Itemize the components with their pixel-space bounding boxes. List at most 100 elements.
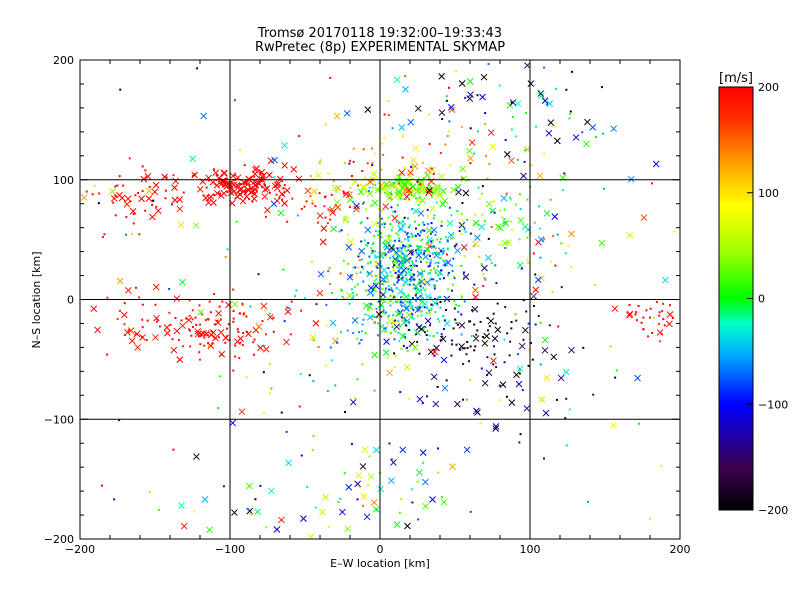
data-point-dot <box>392 264 395 267</box>
data-point-dot <box>490 262 493 265</box>
data-point-dot <box>450 214 453 217</box>
data-point-cross <box>176 196 183 203</box>
data-point-dot <box>413 220 416 223</box>
data-point-dot <box>527 364 530 367</box>
data-point-dot <box>419 230 422 233</box>
data-point-cross <box>243 181 251 188</box>
data-point-cross <box>545 129 553 137</box>
data-point-dot <box>405 233 408 236</box>
data-point-dot <box>220 180 223 183</box>
data-point-dot <box>329 76 332 79</box>
data-point-dot <box>434 272 437 275</box>
data-point-dot <box>657 322 660 325</box>
data-point-cross <box>547 119 555 126</box>
data-point-dot <box>455 243 458 246</box>
data-point-cross <box>318 508 326 516</box>
data-point-dot <box>582 346 585 349</box>
data-point-cross <box>487 129 495 136</box>
data-point-dot <box>357 255 360 258</box>
data-point-dot <box>432 217 435 220</box>
data-point-cross <box>358 247 366 255</box>
data-point-dot <box>534 125 537 128</box>
data-point-dot <box>364 289 367 292</box>
data-point-cross <box>492 425 500 432</box>
data-point-dot <box>543 66 546 69</box>
data-point-dot <box>377 208 380 211</box>
data-point-dot <box>155 205 158 208</box>
data-point-dot <box>401 316 404 319</box>
data-point-dot <box>460 294 463 297</box>
data-point-dot <box>450 354 453 357</box>
data-point-cross <box>138 195 145 203</box>
data-point-dot <box>349 192 352 195</box>
data-point-cross <box>383 338 390 345</box>
data-point-dot <box>634 313 637 316</box>
data-point-dot <box>532 304 535 307</box>
data-point-dot <box>283 320 286 323</box>
data-point-dot <box>367 309 370 312</box>
data-point-dot <box>397 331 400 334</box>
data-point-dot <box>145 339 148 342</box>
data-point-dot <box>412 278 415 281</box>
data-point-dot <box>407 246 410 249</box>
data-point-dot <box>642 316 645 319</box>
data-point-dot <box>382 221 385 224</box>
data-point-dot <box>433 287 436 290</box>
data-point-cross <box>262 345 270 353</box>
data-point-dot <box>374 254 377 257</box>
data-point-dot <box>263 345 266 348</box>
data-point-dot <box>212 168 215 171</box>
data-point-dot <box>469 378 472 381</box>
data-point-dot <box>510 220 513 223</box>
data-point-cross <box>458 321 466 329</box>
data-point-dot <box>325 324 328 327</box>
data-point-cross <box>523 62 531 69</box>
data-point-dot <box>441 117 444 120</box>
data-point-dot <box>312 380 315 383</box>
data-point-dot <box>398 340 401 343</box>
data-point-cross <box>550 353 558 361</box>
data-point-dot <box>568 408 571 411</box>
data-point-dot <box>151 203 154 206</box>
data-point-cross <box>568 230 575 238</box>
data-point-cross <box>534 276 542 284</box>
data-point-cross <box>416 469 423 476</box>
data-point-dot <box>233 173 236 176</box>
data-point-dot <box>472 223 475 226</box>
data-point-cross <box>194 330 202 338</box>
data-point-dot <box>593 283 596 286</box>
data-point-dot <box>418 352 421 355</box>
data-point-dot <box>439 277 442 280</box>
data-point-dot <box>440 269 443 272</box>
data-point-dot <box>407 321 410 324</box>
data-point-dot <box>385 192 388 195</box>
data-point-dot <box>398 221 401 224</box>
data-point-dot <box>492 312 495 315</box>
data-point-dot <box>231 182 234 185</box>
data-point-dot <box>398 511 401 514</box>
data-point-cross <box>125 286 132 294</box>
data-point-dot <box>311 448 314 451</box>
data-point-dot <box>327 208 330 211</box>
data-point-cross <box>151 188 159 196</box>
data-point-dot <box>363 239 366 242</box>
data-point-dot <box>325 364 328 367</box>
data-point-dot <box>437 261 440 264</box>
data-point-dot <box>403 167 406 170</box>
data-point-dot <box>362 202 365 205</box>
data-point-cross <box>347 238 355 246</box>
data-point-dot <box>443 259 446 262</box>
data-point-cross <box>541 346 549 354</box>
data-point-dot <box>268 192 271 195</box>
data-point-dot <box>529 342 532 345</box>
data-point-dot <box>352 147 355 150</box>
data-point-dot <box>282 268 285 271</box>
data-point-dot <box>359 271 362 274</box>
data-point-dot <box>429 185 432 188</box>
data-point-dot <box>401 295 404 298</box>
data-point-dot <box>384 327 387 330</box>
data-point-cross <box>314 172 322 179</box>
data-point-cross <box>541 97 549 105</box>
data-point-dot <box>411 262 414 265</box>
data-point-cross <box>109 188 116 195</box>
